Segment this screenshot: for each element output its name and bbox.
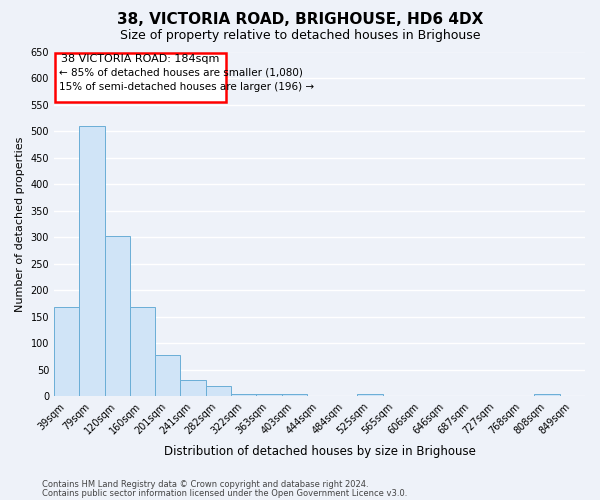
Y-axis label: Number of detached properties: Number of detached properties xyxy=(15,136,25,312)
Text: 15% of semi-detached houses are larger (196) →: 15% of semi-detached houses are larger (… xyxy=(59,82,314,92)
Bar xyxy=(104,236,130,396)
Text: 38, VICTORIA ROAD, BRIGHOUSE, HD6 4DX: 38, VICTORIA ROAD, BRIGHOUSE, HD6 4DX xyxy=(117,12,483,28)
Bar xyxy=(79,126,104,396)
Bar xyxy=(55,52,226,102)
Bar xyxy=(54,307,79,396)
Bar xyxy=(256,394,281,396)
Bar xyxy=(358,394,383,396)
Text: Contains public sector information licensed under the Open Government Licence v3: Contains public sector information licen… xyxy=(42,489,407,498)
Bar xyxy=(206,386,231,396)
Text: ← 85% of detached houses are smaller (1,080): ← 85% of detached houses are smaller (1,… xyxy=(59,68,303,78)
Bar xyxy=(155,355,181,397)
Bar xyxy=(231,394,256,396)
Text: 38 VICTORIA ROAD: 184sqm: 38 VICTORIA ROAD: 184sqm xyxy=(61,54,220,64)
Bar xyxy=(535,394,560,396)
Text: Contains HM Land Registry data © Crown copyright and database right 2024.: Contains HM Land Registry data © Crown c… xyxy=(42,480,368,489)
Bar xyxy=(130,307,155,396)
X-axis label: Distribution of detached houses by size in Brighouse: Distribution of detached houses by size … xyxy=(164,444,475,458)
Bar xyxy=(281,394,307,396)
Text: Size of property relative to detached houses in Brighouse: Size of property relative to detached ho… xyxy=(120,29,480,42)
Bar xyxy=(181,380,206,396)
